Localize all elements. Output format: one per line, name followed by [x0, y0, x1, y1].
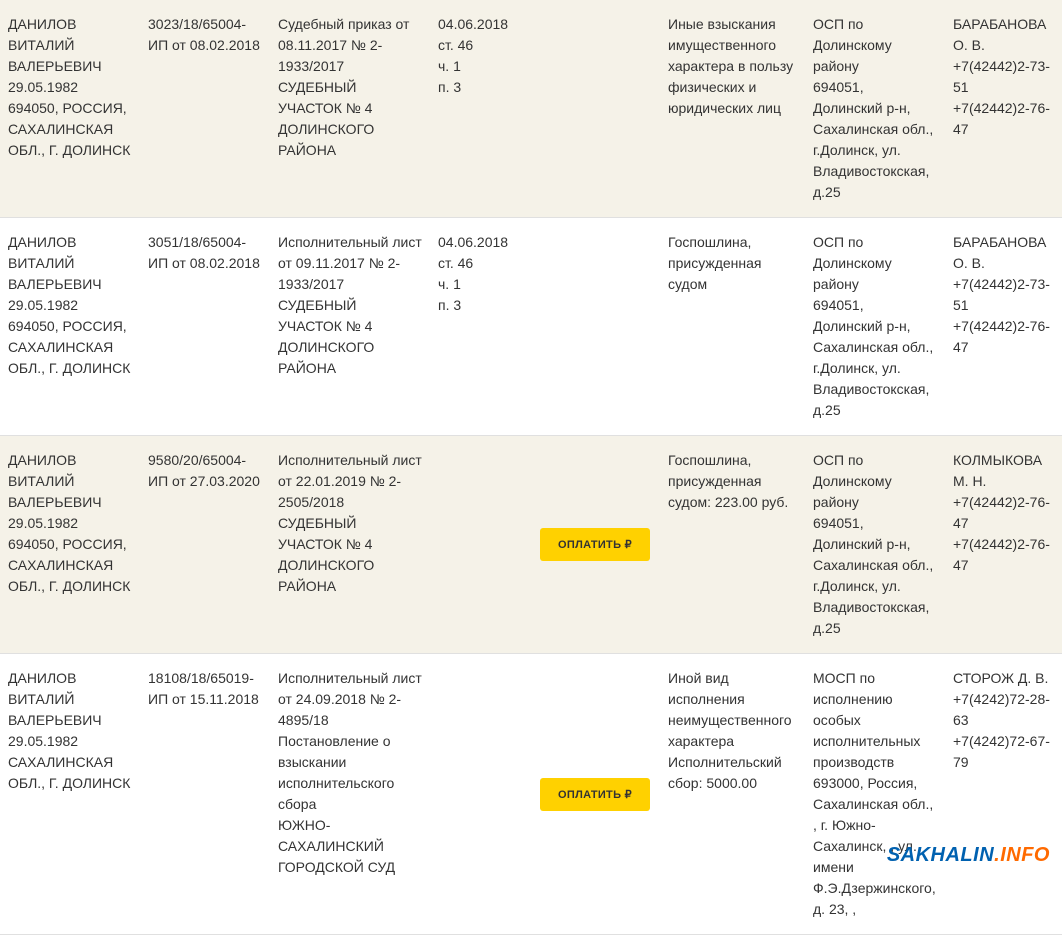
pay-button[interactable]: ОПЛАТИТЬ ₽	[540, 778, 650, 811]
document-cell: Исполнительный лист от 22.01.2019 № 2-25…	[270, 436, 430, 653]
case-number-cell: 3023/18/65004-ИП от 08.02.2018	[140, 0, 270, 217]
case-number-cell: 3051/18/65004-ИП от 08.02.2018	[140, 218, 270, 435]
table-row: ДАНИЛОВ ВИТАЛИЙ ВАЛЕРЬЕВИЧ 29.05.1982 69…	[0, 0, 1062, 218]
termination-cell	[430, 436, 530, 653]
debtor-cell: ДАНИЛОВ ВИТАЛИЙ ВАЛЕРЬЕВИЧ 29.05.1982 69…	[0, 436, 140, 653]
case-number-cell: 9580/20/65004-ИП от 27.03.2020	[140, 436, 270, 653]
document-cell: Исполнительный лист от 09.11.2017 № 2-19…	[270, 218, 430, 435]
pay-cell: ОПЛАТИТЬ ₽	[530, 436, 660, 653]
subject-cell: Иные взыскания имущественного характера …	[660, 0, 805, 217]
enforcement-proceedings-table: ДАНИЛОВ ВИТАЛИЙ ВАЛЕРЬЕВИЧ 29.05.1982 69…	[0, 0, 1062, 935]
document-cell: Судебный приказ от 08.11.2017 № 2-1933/2…	[270, 0, 430, 217]
subject-cell: Госпошлина, присужденная судом: 223.00 р…	[660, 436, 805, 653]
table-row: ДАНИЛОВ ВИТАЛИЙ ВАЛЕРЬЕВИЧ 29.05.1982 СА…	[0, 654, 1062, 935]
table-row: ДАНИЛОВ ВИТАЛИЙ ВАЛЕРЬЕВИЧ 29.05.1982 69…	[0, 436, 1062, 654]
pay-button[interactable]: ОПЛАТИТЬ ₽	[540, 528, 650, 561]
bailiff-cell: КОЛМЫКОВА М. Н. +7(42442)2-76-47 +7(4244…	[945, 436, 1062, 653]
document-cell: Исполнительный лист от 24.09.2018 № 2-48…	[270, 654, 430, 934]
termination-cell: 04.06.2018 ст. 46 ч. 1 п. 3	[430, 218, 530, 435]
pay-cell	[530, 0, 660, 217]
pay-cell: ОПЛАТИТЬ ₽	[530, 654, 660, 934]
termination-cell: 04.06.2018 ст. 46 ч. 1 п. 3	[430, 0, 530, 217]
debtor-cell: ДАНИЛОВ ВИТАЛИЙ ВАЛЕРЬЕВИЧ 29.05.1982 СА…	[0, 654, 140, 934]
department-cell: МОСП по исполнению особых исполнительных…	[805, 654, 945, 934]
department-cell: ОСП по Долинскому району 694051, Долинск…	[805, 436, 945, 653]
subject-cell: Госпошлина, присужденная судом	[660, 218, 805, 435]
debtor-cell: ДАНИЛОВ ВИТАЛИЙ ВАЛЕРЬЕВИЧ 29.05.1982 69…	[0, 0, 140, 217]
bailiff-cell: БАРАБАНОВА О. В. +7(42442)2-73-51 +7(424…	[945, 0, 1062, 217]
pay-cell	[530, 218, 660, 435]
termination-cell	[430, 654, 530, 934]
bailiff-cell: СТОРОЖ Д. В. +7(4242)72-28-63 +7(4242)72…	[945, 654, 1062, 934]
case-number-cell: 18108/18/65019-ИП от 15.11.2018	[140, 654, 270, 934]
table-row: ДАНИЛОВ ВИТАЛИЙ ВАЛЕРЬЕВИЧ 29.05.1982 69…	[0, 218, 1062, 436]
subject-cell: Иной вид исполнения неимущественного хар…	[660, 654, 805, 934]
department-cell: ОСП по Долинскому району 694051, Долинск…	[805, 218, 945, 435]
debtor-cell: ДАНИЛОВ ВИТАЛИЙ ВАЛЕРЬЕВИЧ 29.05.1982 69…	[0, 218, 140, 435]
department-cell: ОСП по Долинскому району 694051, Долинск…	[805, 0, 945, 217]
bailiff-cell: БАРАБАНОВА О. В. +7(42442)2-73-51 +7(424…	[945, 218, 1062, 435]
